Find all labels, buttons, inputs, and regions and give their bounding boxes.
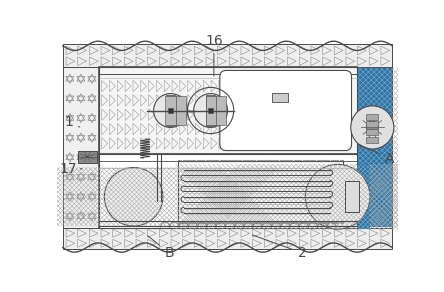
Bar bbox=[104, 168, 163, 226]
Circle shape bbox=[366, 121, 378, 134]
Bar bbox=[305, 164, 370, 229]
Bar bbox=[63, 67, 99, 227]
Bar bbox=[178, 161, 343, 223]
Bar bbox=[366, 121, 378, 127]
Bar bbox=[63, 44, 392, 67]
Bar bbox=[168, 108, 173, 112]
Bar bbox=[176, 96, 186, 125]
Bar bbox=[216, 96, 226, 125]
Bar bbox=[208, 108, 213, 112]
Bar bbox=[366, 137, 378, 143]
Bar bbox=[206, 96, 216, 125]
Bar bbox=[63, 227, 392, 249]
Bar bbox=[99, 154, 357, 227]
Bar bbox=[99, 67, 357, 154]
Circle shape bbox=[194, 93, 227, 127]
Text: A: A bbox=[358, 144, 395, 166]
Text: 17: 17 bbox=[60, 162, 82, 176]
Circle shape bbox=[305, 164, 370, 229]
Text: 2: 2 bbox=[252, 235, 307, 260]
Bar bbox=[78, 151, 97, 163]
Bar bbox=[272, 93, 288, 102]
FancyBboxPatch shape bbox=[220, 70, 352, 151]
Bar bbox=[206, 95, 215, 126]
Circle shape bbox=[351, 106, 394, 149]
Circle shape bbox=[154, 93, 187, 127]
Bar bbox=[345, 181, 359, 212]
Bar bbox=[99, 67, 357, 227]
Circle shape bbox=[104, 168, 163, 226]
Text: 1: 1 bbox=[64, 114, 80, 128]
Bar bbox=[366, 129, 378, 135]
Bar bbox=[358, 68, 392, 227]
Bar bbox=[357, 67, 392, 227]
Bar bbox=[166, 96, 176, 125]
Bar bbox=[366, 114, 378, 120]
Bar bbox=[166, 95, 175, 126]
Text: 16: 16 bbox=[205, 34, 223, 76]
Text: B: B bbox=[148, 236, 174, 260]
